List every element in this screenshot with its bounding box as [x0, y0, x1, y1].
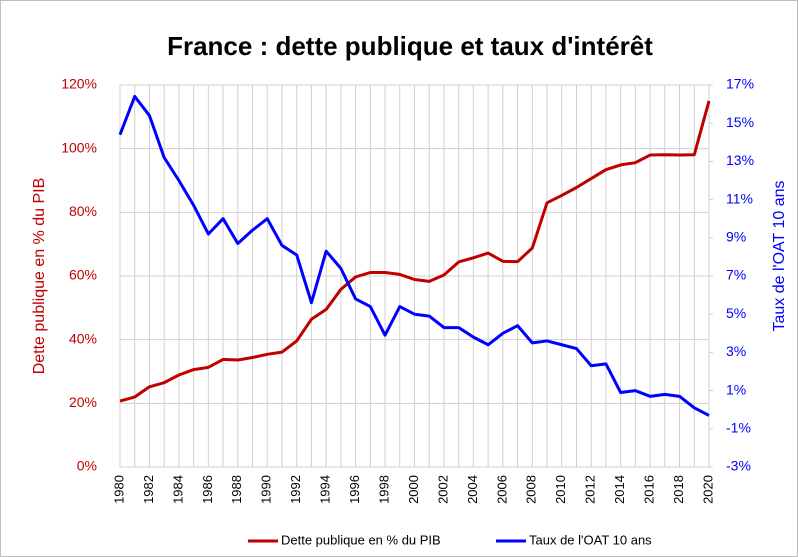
y2-tick-label: -1% — [726, 420, 751, 436]
y-tick-label: 40% — [69, 330, 97, 346]
x-tick-label: 2014 — [612, 475, 627, 504]
legend-label: Dette publique en % du PIB — [281, 532, 441, 547]
legend-label: Taux de l'OAT 10 ans — [529, 532, 652, 547]
x-tick-label: 1992 — [288, 475, 303, 504]
y-tick-label: 120% — [61, 76, 97, 92]
y2-tick-label: 15% — [726, 114, 754, 130]
y2-tick-label: 13% — [726, 152, 754, 168]
x-tick-label: 1980 — [111, 475, 126, 504]
x-tick-label: 2020 — [700, 475, 715, 504]
x-tick-label: 1996 — [347, 475, 362, 504]
x-tick-label: 2012 — [583, 475, 598, 504]
chart-title: France : dette publique et taux d'intérê… — [167, 31, 653, 61]
y-tick-label: 80% — [69, 203, 97, 219]
y-tick-label: 60% — [69, 267, 97, 283]
y2-tick-label: 5% — [726, 305, 746, 321]
y2-tick-label: -3% — [726, 458, 751, 474]
y2-tick-label: 17% — [726, 76, 754, 92]
x-tick-label: 2000 — [406, 475, 421, 504]
x-tick-label: 2018 — [671, 475, 686, 504]
x-tick-label: 1994 — [318, 475, 333, 504]
y-tick-label: 20% — [69, 394, 97, 410]
x-tick-label: 2002 — [435, 475, 450, 504]
y2-tick-label: 7% — [726, 267, 746, 283]
y2-tick-label: 3% — [726, 343, 746, 359]
x-tick-label: 1988 — [229, 475, 244, 504]
y2-axis-title: Taux de l'OAT 10 ans — [771, 181, 788, 332]
y-tick-label: 0% — [77, 458, 97, 474]
y2-tick-label: 11% — [726, 190, 753, 206]
x-tick-label: 2004 — [465, 475, 480, 504]
x-tick-label: 1998 — [376, 475, 391, 504]
x-tick-label: 1986 — [200, 475, 215, 504]
x-tick-label: 1982 — [141, 475, 156, 504]
x-tick-label: 2010 — [553, 475, 568, 504]
x-tick-label: 1984 — [170, 475, 185, 504]
y2-tick-label: 9% — [726, 229, 746, 245]
x-tick-label: 1990 — [259, 475, 274, 504]
y-axis-title: Dette publique en % du PIB — [31, 178, 48, 375]
x-tick-label: 2016 — [642, 475, 657, 504]
line-series — [119, 100, 711, 403]
y2-tick-label: 1% — [726, 381, 746, 397]
x-tick-label: 2008 — [524, 475, 539, 504]
x-tick-label: 2006 — [494, 475, 509, 504]
y-tick-label: 100% — [61, 139, 97, 155]
line-series — [118, 94, 710, 417]
